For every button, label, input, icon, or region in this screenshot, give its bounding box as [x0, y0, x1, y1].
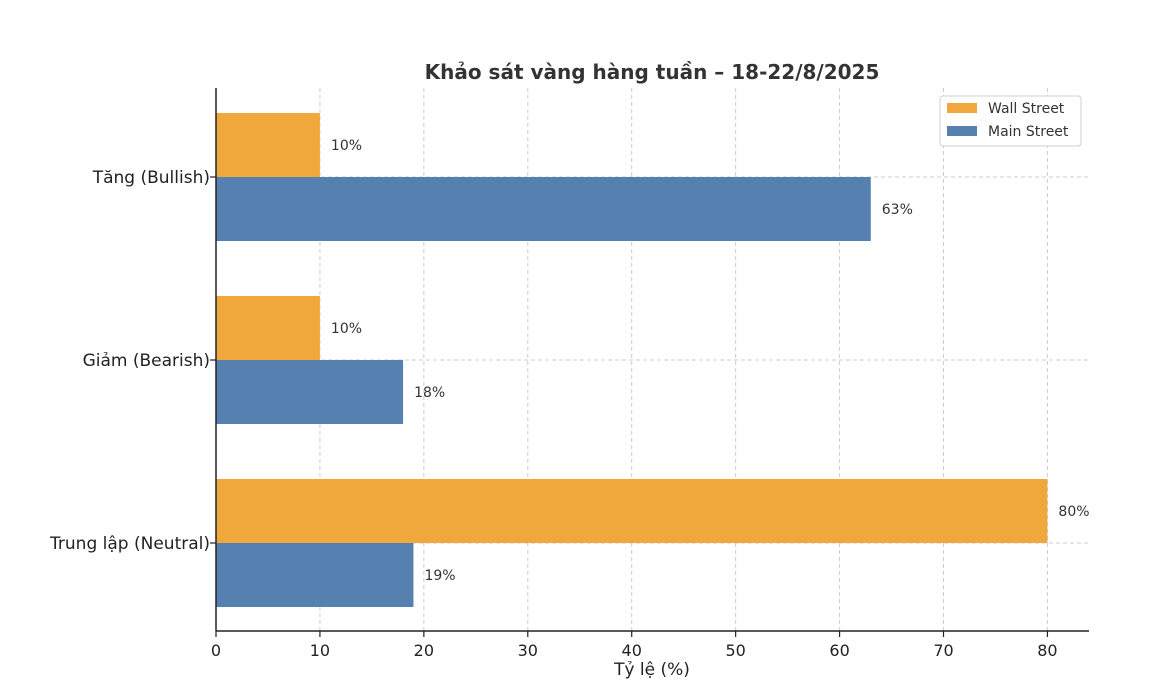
bars — [216, 113, 1048, 607]
data-label: 63% — [882, 202, 913, 218]
bar-wall-street — [216, 113, 320, 177]
x-tick-label: 60 — [829, 641, 849, 660]
data-label: 18% — [414, 385, 445, 401]
legend-swatch — [947, 103, 977, 113]
x-tick-label: 40 — [622, 641, 642, 660]
data-label: 10% — [331, 321, 362, 337]
bar-main-street — [216, 360, 404, 424]
x-tick-label: 10 — [310, 641, 330, 660]
bar-main-street — [216, 177, 871, 241]
legend-label: Main Street — [988, 124, 1069, 140]
category-label: Trung lập (Neutral) — [49, 534, 210, 554]
x-tick-label: 0 — [211, 641, 221, 660]
data-label: 80% — [1058, 504, 1089, 520]
x-tick-label: 30 — [518, 641, 538, 660]
legend-swatch — [947, 126, 977, 136]
category-label: Giảm (Bearish) — [83, 351, 210, 371]
x-tick-label: 20 — [414, 641, 434, 660]
legend-label: Wall Street — [988, 101, 1065, 117]
bar-wall-street — [216, 296, 320, 360]
x-tick-label: 70 — [933, 641, 953, 660]
x-tick-label: 80 — [1037, 641, 1057, 660]
bar-main-street — [216, 543, 414, 607]
bar-wall-street — [216, 479, 1048, 543]
data-label: 10% — [331, 138, 362, 154]
legend: Wall Street Main Street — [939, 95, 1082, 147]
x-axis-title: Tỷ lệ (%) — [613, 660, 690, 680]
x-tick-label: 50 — [725, 641, 745, 660]
data-labels: 10% 63% 10% 18% 80% 19% — [331, 138, 1090, 584]
category-label: Tăng (Bullish) — [92, 168, 210, 188]
chart-title: Khảo sát vàng hàng tuần – 18-22/8/2025 — [425, 60, 880, 84]
x-ticks: 0 10 20 30 40 50 60 70 80 — [211, 631, 1058, 660]
data-label: 19% — [424, 568, 455, 584]
category-labels: Tăng (Bullish) Giảm (Bearish) Trung lập (N… — [49, 168, 216, 554]
